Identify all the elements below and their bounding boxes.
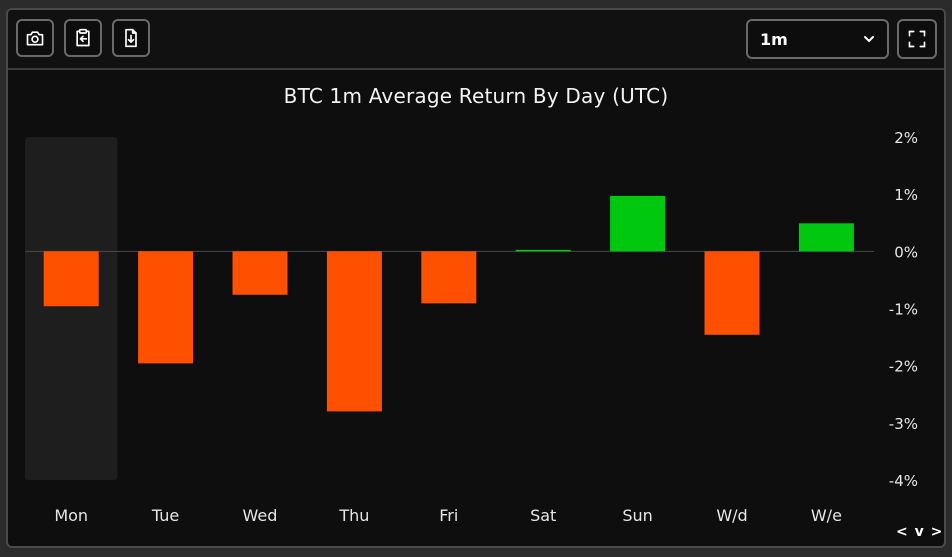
x-tick-label: Tue bbox=[151, 506, 179, 525]
chart-widget: 1m BTC 1m Average Return By Day (UTC) Mo… bbox=[6, 8, 946, 548]
timeframe-select[interactable]: 1m bbox=[746, 19, 889, 59]
bar-fri bbox=[421, 251, 477, 304]
x-tick-label: W/e bbox=[811, 506, 842, 525]
y-tick-label: -1% bbox=[889, 301, 918, 319]
y-tick-label: -3% bbox=[889, 415, 918, 433]
y-tick-label: 1% bbox=[894, 186, 918, 204]
bar-wd bbox=[704, 251, 760, 335]
x-tick-label: Thu bbox=[338, 506, 369, 525]
y-tick-label: 2% bbox=[894, 129, 918, 147]
download-file-icon bbox=[125, 28, 137, 48]
fullscreen-button[interactable] bbox=[897, 19, 937, 59]
x-tick-label: Sat bbox=[530, 506, 556, 525]
clipboard-copy-icon bbox=[76, 28, 90, 47]
x-tick-label: Mon bbox=[54, 506, 88, 525]
x-tick-label: Wed bbox=[243, 506, 278, 525]
camera-icon bbox=[26, 31, 44, 46]
bar-chart: Mon Tue Wed Thu Fri Sat Sun W/d W/e 2% 1% 0% -1% -2% -… bbox=[25, 129, 918, 525]
bar-tue bbox=[138, 251, 194, 364]
chart-title: BTC 1m Average Return By Day (UTC) bbox=[283, 84, 669, 108]
x-tick-label: Fri bbox=[439, 506, 458, 525]
chevron-down-icon bbox=[864, 36, 874, 43]
copy-to-clipboard-button[interactable] bbox=[64, 19, 102, 57]
y-tick-label: 0% bbox=[894, 243, 918, 261]
y-tick-label: -2% bbox=[889, 358, 918, 376]
bar-we bbox=[798, 223, 854, 252]
hover-highlight bbox=[25, 137, 118, 480]
chart-navigation[interactable]: < v > bbox=[896, 524, 944, 540]
fullscreen-icon bbox=[908, 30, 926, 48]
timeframe-value: 1m bbox=[760, 30, 788, 49]
bar-sun bbox=[610, 195, 666, 252]
x-tick-label: W/d bbox=[716, 506, 747, 525]
y-tick-label: -4% bbox=[889, 472, 918, 490]
toolbar: 1m bbox=[8, 10, 944, 70]
x-tick-label: Sun bbox=[622, 506, 652, 525]
bar-sat bbox=[515, 249, 571, 252]
bar-mon bbox=[43, 251, 99, 307]
download-button[interactable] bbox=[112, 19, 150, 57]
bar-thu bbox=[326, 251, 382, 412]
bar-wed bbox=[232, 251, 288, 295]
screenshot-button[interactable] bbox=[16, 19, 54, 57]
